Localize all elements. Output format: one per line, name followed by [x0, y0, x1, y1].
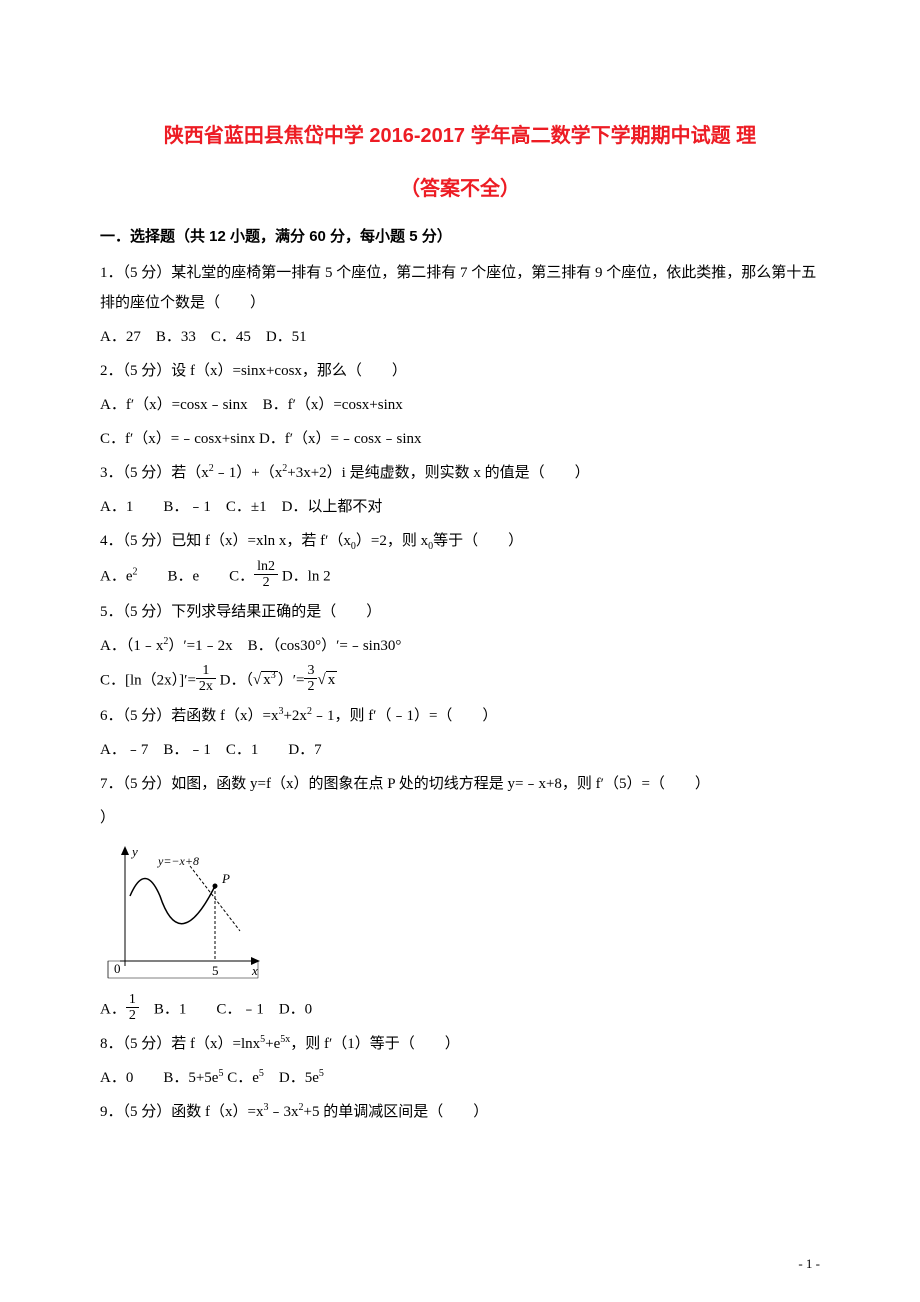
- y-axis-arrow: [121, 846, 129, 855]
- graph-border-bottom: [108, 961, 258, 978]
- q5-d-pre: D．（: [216, 672, 253, 688]
- q4-opta-pre: A．e: [100, 568, 133, 584]
- y-label: y: [130, 844, 138, 859]
- q5-sqrt2-inner: x: [326, 671, 338, 688]
- q5-a-post: ）′=1﹣2x B．（cos30°）′=﹣sin30°: [168, 638, 401, 654]
- q4-optb: B．e C．: [138, 568, 255, 584]
- question-7-paren: ）: [100, 803, 820, 833]
- q5-sqrt1-inner: x3: [261, 671, 278, 688]
- question-8-options: A．0 B．5+5e5 C．e5 D．5e5: [100, 1063, 820, 1093]
- q4-frac-num: ln2: [254, 559, 278, 575]
- q5-sqrt2: x: [317, 665, 337, 695]
- q4-frac: ln22: [254, 559, 278, 591]
- point-p: [213, 883, 218, 888]
- q8-sup2: 5x: [280, 1034, 290, 1045]
- q5-sqrt1-exp: 3: [271, 670, 276, 681]
- q6-pre: 6．（5 分）若函数 f（x）=x: [100, 708, 278, 724]
- q9-pre: 9．（5 分）函数 f（x）=x: [100, 1104, 263, 1120]
- question-2: 2．（5 分）设 f（x）=sinx+cosx，那么（ ）: [100, 356, 820, 386]
- origin-label: 0: [114, 961, 121, 976]
- q5-a-pre: A．（1﹣x: [100, 638, 163, 654]
- q8-opt-pre: A．0 B．5+5e: [100, 1070, 218, 1086]
- q3-mid1: ﹣1）+（x: [214, 465, 282, 481]
- q5-frac1-num: 1: [196, 663, 216, 679]
- q8-opt-sup3: 5: [319, 1068, 324, 1079]
- q4-mid: ）=2，则 x: [356, 533, 428, 549]
- question-8: 8．（5 分）若 f（x）=lnx5+e5x，则 f′（1）等于（ ）: [100, 1029, 820, 1059]
- graph-figure: y x P y=−x+8 5 0: [100, 841, 820, 986]
- q8-mid: +e: [265, 1036, 280, 1052]
- q5-sqrt1: x3: [253, 665, 278, 695]
- question-5-options-c: C．[ln（2x）]′=12x D．（x3）′=32x: [100, 665, 820, 697]
- question-6-options: A．﹣7 B．﹣1 C．1 D．7: [100, 735, 820, 765]
- q8-pre: 8．（5 分）若 f（x）=lnx: [100, 1036, 260, 1052]
- q5-d-mid: ）′=: [278, 672, 305, 688]
- q8-post: ，则 f′（1）等于（ ）: [290, 1036, 460, 1052]
- question-2-options-a: A．f′（x）=cosx﹣sinx B．f′（x）=cosx+sinx: [100, 390, 820, 420]
- q5-frac2-den: 2: [304, 679, 317, 694]
- question-1: 1．（5 分）某礼堂的座椅第一排有 5 个座位，第二排有 7 个座位，第三排有 …: [100, 258, 820, 318]
- curve: [130, 878, 215, 923]
- q8-opt-mid: C．e: [223, 1070, 258, 1086]
- q5-frac1: 12x: [196, 663, 216, 695]
- question-3: 3．（5 分）若（x2﹣1）+（x2+3x+2）i 是纯虚数，则实数 x 的值是…: [100, 458, 820, 488]
- q6-mid: +2x: [283, 708, 306, 724]
- question-2-options-c: C．f′（x）=﹣cosx+sinx D．f′（x）=﹣cosx﹣sinx: [100, 424, 820, 454]
- q7-rest: B．1 C．﹣1 D．0: [139, 1001, 312, 1017]
- tangent-label: y=−x+8: [157, 854, 199, 868]
- page-container: 陕西省蓝田县焦岱中学 2016-2017 学年高二数学下学期期中试题 理 （答案…: [0, 0, 920, 1302]
- exam-subtitle: （答案不全）: [100, 172, 820, 201]
- q7-frac: 12: [126, 992, 139, 1024]
- x-label: x: [251, 963, 258, 978]
- section-header: 一．选择题（共 12 小题，满分 60 分，每小题 5 分）: [100, 225, 820, 246]
- q3-pre: 3．（5 分）若（x: [100, 465, 209, 481]
- q6-post: ﹣1，则 f′（﹣1）=（ ）: [312, 708, 498, 724]
- q4-frac-den: 2: [254, 575, 278, 590]
- page-number: - 1 -: [798, 1256, 820, 1272]
- q4-post: 等于（ ）: [433, 533, 523, 549]
- x-tick-5: 5: [212, 963, 219, 978]
- q9-post: +5 的单调减区间是（ ）: [303, 1104, 488, 1120]
- q9-mid: ﹣3x: [268, 1104, 298, 1120]
- q7-frac-num: 1: [126, 992, 139, 1008]
- question-4-options: A．e 2 B．e C．ln22 D．ln 2: [100, 561, 820, 593]
- q7-frac-den: 2: [126, 1008, 139, 1023]
- q3-mid2: +3x+2）i 是纯虚数，则实数 x 的值是（ ）: [287, 465, 589, 481]
- exam-title: 陕西省蓝田县焦岱中学 2016-2017 学年高二数学下学期期中试题 理: [100, 120, 820, 152]
- question-7-options: A．12 B．1 C．﹣1 D．0: [100, 994, 820, 1026]
- q5-frac2: 32: [304, 663, 317, 695]
- question-4: 4．（5 分）已知 f（x）=xln x，若 f′（x0）=2，则 x0等于（ …: [100, 526, 820, 557]
- question-9: 9．（5 分）函数 f（x）=x3﹣3x2+5 的单调减区间是（ ）: [100, 1097, 820, 1127]
- q5-frac2-num: 3: [304, 663, 317, 679]
- q5-frac1-den: 2x: [196, 679, 216, 694]
- q5-c-pre: C．[ln（2x）]′=: [100, 672, 196, 688]
- p-label: P: [221, 871, 230, 886]
- q4-pre: 4．（5 分）已知 f（x）=xln x，若 f′（x: [100, 533, 351, 549]
- question-5: 5．（5 分）下列求导结果正确的是（ ）: [100, 597, 820, 627]
- question-6: 6．（5 分）若函数 f（x）=x3+2x2﹣1，则 f′（﹣1）=（ ）: [100, 701, 820, 731]
- question-1-options: A．27 B．33 C．45 D．51: [100, 322, 820, 352]
- question-5-options-a: A．（1﹣x2）′=1﹣2x B．（cos30°）′=﹣sin30°: [100, 631, 820, 661]
- graph-svg: y x P y=−x+8 5 0: [100, 841, 270, 981]
- q7-a-pre: A．: [100, 1001, 126, 1017]
- question-7: 7．（5 分）如图，函数 y=f（x）的图象在点 P 处的切线方程是 y=﹣x+…: [100, 769, 820, 799]
- q5-sqrt1-x: x: [263, 672, 271, 688]
- q4-optd: D．ln 2: [278, 568, 331, 584]
- question-3-options: A．1 B．﹣1 C．±1 D．以上都不对: [100, 492, 820, 522]
- q8-opt-mid2: D．5e: [264, 1070, 319, 1086]
